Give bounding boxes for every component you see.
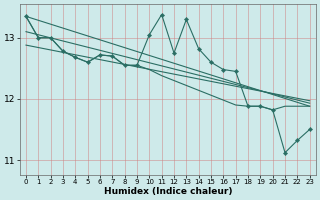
X-axis label: Humidex (Indice chaleur): Humidex (Indice chaleur) — [104, 187, 232, 196]
